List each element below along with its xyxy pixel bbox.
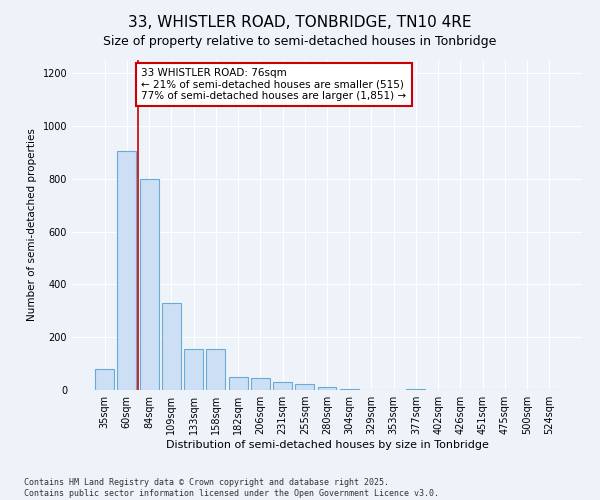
Bar xyxy=(295,384,314,390)
Text: 33 WHISTLER ROAD: 76sqm
← 21% of semi-detached houses are smaller (515)
77% of s: 33 WHISTLER ROAD: 76sqm ← 21% of semi-de… xyxy=(142,68,406,101)
Bar xyxy=(184,349,203,390)
Y-axis label: Number of semi-detached properties: Number of semi-detached properties xyxy=(27,128,37,322)
Text: 33, WHISTLER ROAD, TONBRIDGE, TN10 4RE: 33, WHISTLER ROAD, TONBRIDGE, TN10 4RE xyxy=(128,15,472,30)
X-axis label: Distribution of semi-detached houses by size in Tonbridge: Distribution of semi-detached houses by … xyxy=(166,440,488,450)
Text: Size of property relative to semi-detached houses in Tonbridge: Size of property relative to semi-detach… xyxy=(103,35,497,48)
Bar xyxy=(340,388,359,390)
Bar xyxy=(140,179,158,390)
Bar xyxy=(229,377,248,390)
Bar xyxy=(118,151,136,390)
Bar xyxy=(273,382,292,390)
Bar xyxy=(251,378,270,390)
Bar xyxy=(406,388,425,390)
Bar xyxy=(95,369,114,390)
Bar xyxy=(206,349,225,390)
Text: Contains HM Land Registry data © Crown copyright and database right 2025.
Contai: Contains HM Land Registry data © Crown c… xyxy=(24,478,439,498)
Bar xyxy=(162,303,181,390)
Bar xyxy=(317,388,337,390)
